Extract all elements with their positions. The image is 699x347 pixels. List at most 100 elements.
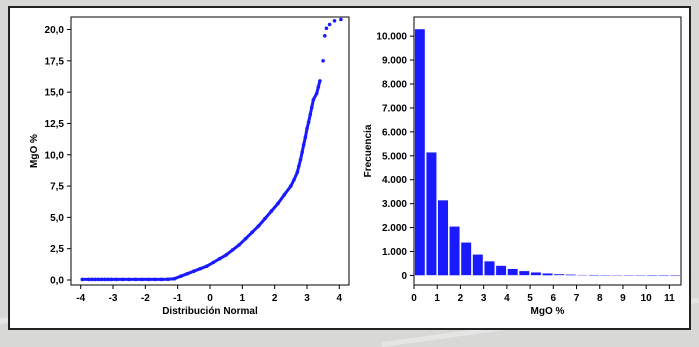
qq-y-tick-label: 5,0 [50,213,64,224]
qq-data-point [172,276,177,281]
qq-data-point [179,274,183,279]
histogram-x-tick-label: 9 [620,293,626,304]
qq-y-tick-label: 17,5 [45,56,65,67]
qq-data-point [127,277,131,282]
qq-data-point [327,22,332,27]
histogram-bar [414,28,426,276]
histogram-bar [507,268,519,276]
histogram-bar [565,274,577,276]
histogram-x-tick-label: 5 [527,293,533,304]
qq-data-point [96,277,101,282]
qq-data-point [339,17,343,22]
qq-y-tick-label: 10,0 [45,150,65,161]
histogram-y-tick-label: 5.000 [382,151,407,162]
histogram-y-tick-label: 0 [401,271,407,282]
qq-data-point [205,264,209,269]
qq-data-point [300,150,304,155]
histogram-bar [600,274,611,277]
qq-data-point [301,142,306,147]
histogram-bar [658,275,670,277]
qq-data-point [159,277,164,282]
qq-data-point [224,253,228,257]
qq-y-tick-label: 20,0 [45,25,65,36]
histogram-x-tick-label: 7 [574,293,580,304]
histogram-frame [413,16,682,286]
qq-data-point [323,34,327,38]
qq-x-axis-label: Distribución Normal [162,306,258,317]
histogram-bar [449,226,460,276]
histogram-y-axis-label: Frecuencia [363,124,374,177]
histogram-bar [437,199,449,276]
qq-data-point [292,178,296,182]
qq-x-tick-label: 0 [207,293,213,304]
qq-data-point [146,277,151,282]
qq-data-point [282,193,287,197]
qq-y-tick-label: 7,5 [50,182,64,193]
qq-data-point [185,271,190,276]
histogram-bar [623,275,635,277]
qq-y-tick-label: 12,5 [45,119,65,130]
histogram-x-tick-label: 8 [597,293,603,304]
qq-data-point [93,277,97,282]
histogram-x-tick-label: 1 [434,293,440,304]
histogram-y-tick-label: 3.000 [382,199,407,210]
qq-data-point [321,59,325,63]
qq-data-point [303,135,308,139]
qq-plot-frame [70,16,350,286]
qq-x-tick-label: -4 [76,293,85,304]
qq-x-tick-label: -1 [173,293,182,304]
histogram-y-tick-label: 4.000 [382,175,407,186]
qq-x-tick-label: -2 [141,293,150,304]
qq-data-point [314,91,319,96]
qq-data-point [120,277,125,282]
histogram-bar [635,275,646,277]
histogram-y-tick-label: 2.000 [382,223,407,234]
histogram-y-tick-label: 7.000 [382,103,407,114]
qq-data-point [198,266,203,271]
histogram-bar [669,275,681,277]
qq-data-point [153,277,157,282]
histogram-y-tick-label: 8.000 [382,80,407,91]
qq-data-point [269,209,274,213]
histogram-y-tick-label: 1.000 [382,247,407,258]
qq-x-tick-label: 1 [240,293,246,304]
qq-data-point [318,79,322,83]
qq-data-point [289,184,293,188]
histogram-bar [576,274,588,276]
qq-data-point [308,112,313,117]
histogram-y-tick-label: 10.000 [376,32,407,43]
qq-data-point [211,260,215,265]
histogram-bar [588,274,600,276]
histogram-bar [460,242,472,276]
qq-data-point [133,277,138,282]
qq-y-tick-label: 0,0 [50,275,64,286]
histogram-y-tick-label: 9.000 [382,56,407,67]
qq-y-tick-label: 15,0 [45,88,65,99]
histogram-y-tick-label: 6.000 [382,127,407,138]
qq-data-point [316,85,321,89]
histogram-bar [553,273,565,276]
qq-data-point [114,277,119,282]
qq-x-tick-label: 4 [337,293,343,304]
qq-data-curve [82,80,322,281]
qq-data-point [324,26,329,31]
qq-data-point [237,243,241,247]
histogram-bar [542,273,553,276]
qq-data-point [109,277,114,282]
chart-panel: -4 -3 -2 -1 0 1 2 3 4 0,0 2,5 5,0 7,5 10,0 12,5 15,0 17,… [8,6,691,330]
qq-data-point [140,277,144,282]
charts-svg: -4 -3 -2 -1 0 1 2 3 4 0,0 2,5 5,0 7,5 10,0 12,5 15,0 17,… [29,16,682,317]
histogram-x-axis-label: MgO % [531,306,565,317]
histogram-bar [518,270,530,276]
histogram-x-tick-label: 2 [458,293,464,304]
histogram-bar [646,275,658,277]
qq-data-point [310,105,314,109]
qq-data-point [263,216,267,221]
histogram-bar [530,272,542,276]
qq-data-point [250,230,254,235]
qq-data-point [306,120,311,124]
qq-data-point [103,277,107,282]
histogram-bar [611,274,623,277]
histogram-bar [484,260,495,276]
qq-data-point [305,126,309,131]
